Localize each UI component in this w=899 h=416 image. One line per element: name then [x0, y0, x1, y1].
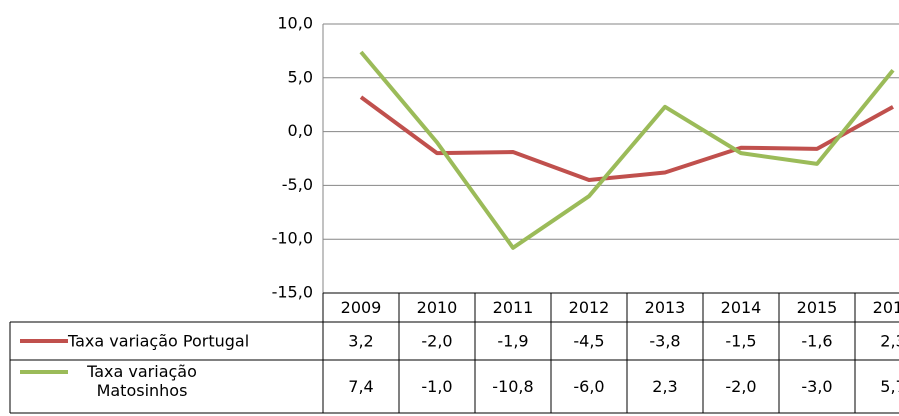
series-line: [359, 95, 894, 183]
table-value: 3,2: [348, 332, 373, 351]
x-tick-label: 2014: [721, 298, 762, 317]
x-tick-label: 2011: [493, 298, 534, 317]
legend-label: Taxa variação Matosinhos: [87, 362, 197, 400]
table-value: -1,9: [497, 332, 528, 351]
table-value: -3,8: [649, 332, 680, 351]
x-tick-label: 2015: [797, 298, 838, 317]
table-value: -2,0: [725, 377, 756, 396]
x-tick-label: 2012: [569, 298, 610, 317]
x-tick-label: 2009: [341, 298, 382, 317]
x-tick-label: 2010: [417, 298, 458, 317]
table-value: 2,3: [880, 332, 899, 351]
x-tick-label: 2013: [645, 298, 686, 317]
table-value: 2,3: [652, 377, 677, 396]
table-value: -1,6: [801, 332, 832, 351]
series-line: [359, 50, 895, 250]
y-tick-label: 5,0: [288, 67, 313, 86]
y-tick-label: 0,0: [288, 121, 313, 140]
table-value: -1,0: [421, 377, 452, 396]
y-tick-label: -5,0: [282, 175, 313, 194]
legend-label: Taxa variação Portugal: [67, 332, 249, 351]
table-value: -10,8: [492, 377, 533, 396]
table-value: -3,0: [801, 377, 832, 396]
table-value: -1,5: [725, 332, 756, 351]
table-value: -2,0: [421, 332, 452, 351]
y-tick-label: -10,0: [272, 229, 313, 248]
table-value: -4,5: [573, 332, 604, 351]
table-value: 7,4: [348, 377, 373, 396]
legend-label-box: Taxa variação Matosinhos: [87, 362, 197, 400]
y-tick-label: 10,0: [277, 14, 313, 33]
table-value: -6,0: [573, 377, 604, 396]
table-value: 5,7: [880, 377, 899, 396]
x-tick-label: 2016: [873, 298, 899, 317]
y-tick-label: -15,0: [272, 283, 313, 302]
